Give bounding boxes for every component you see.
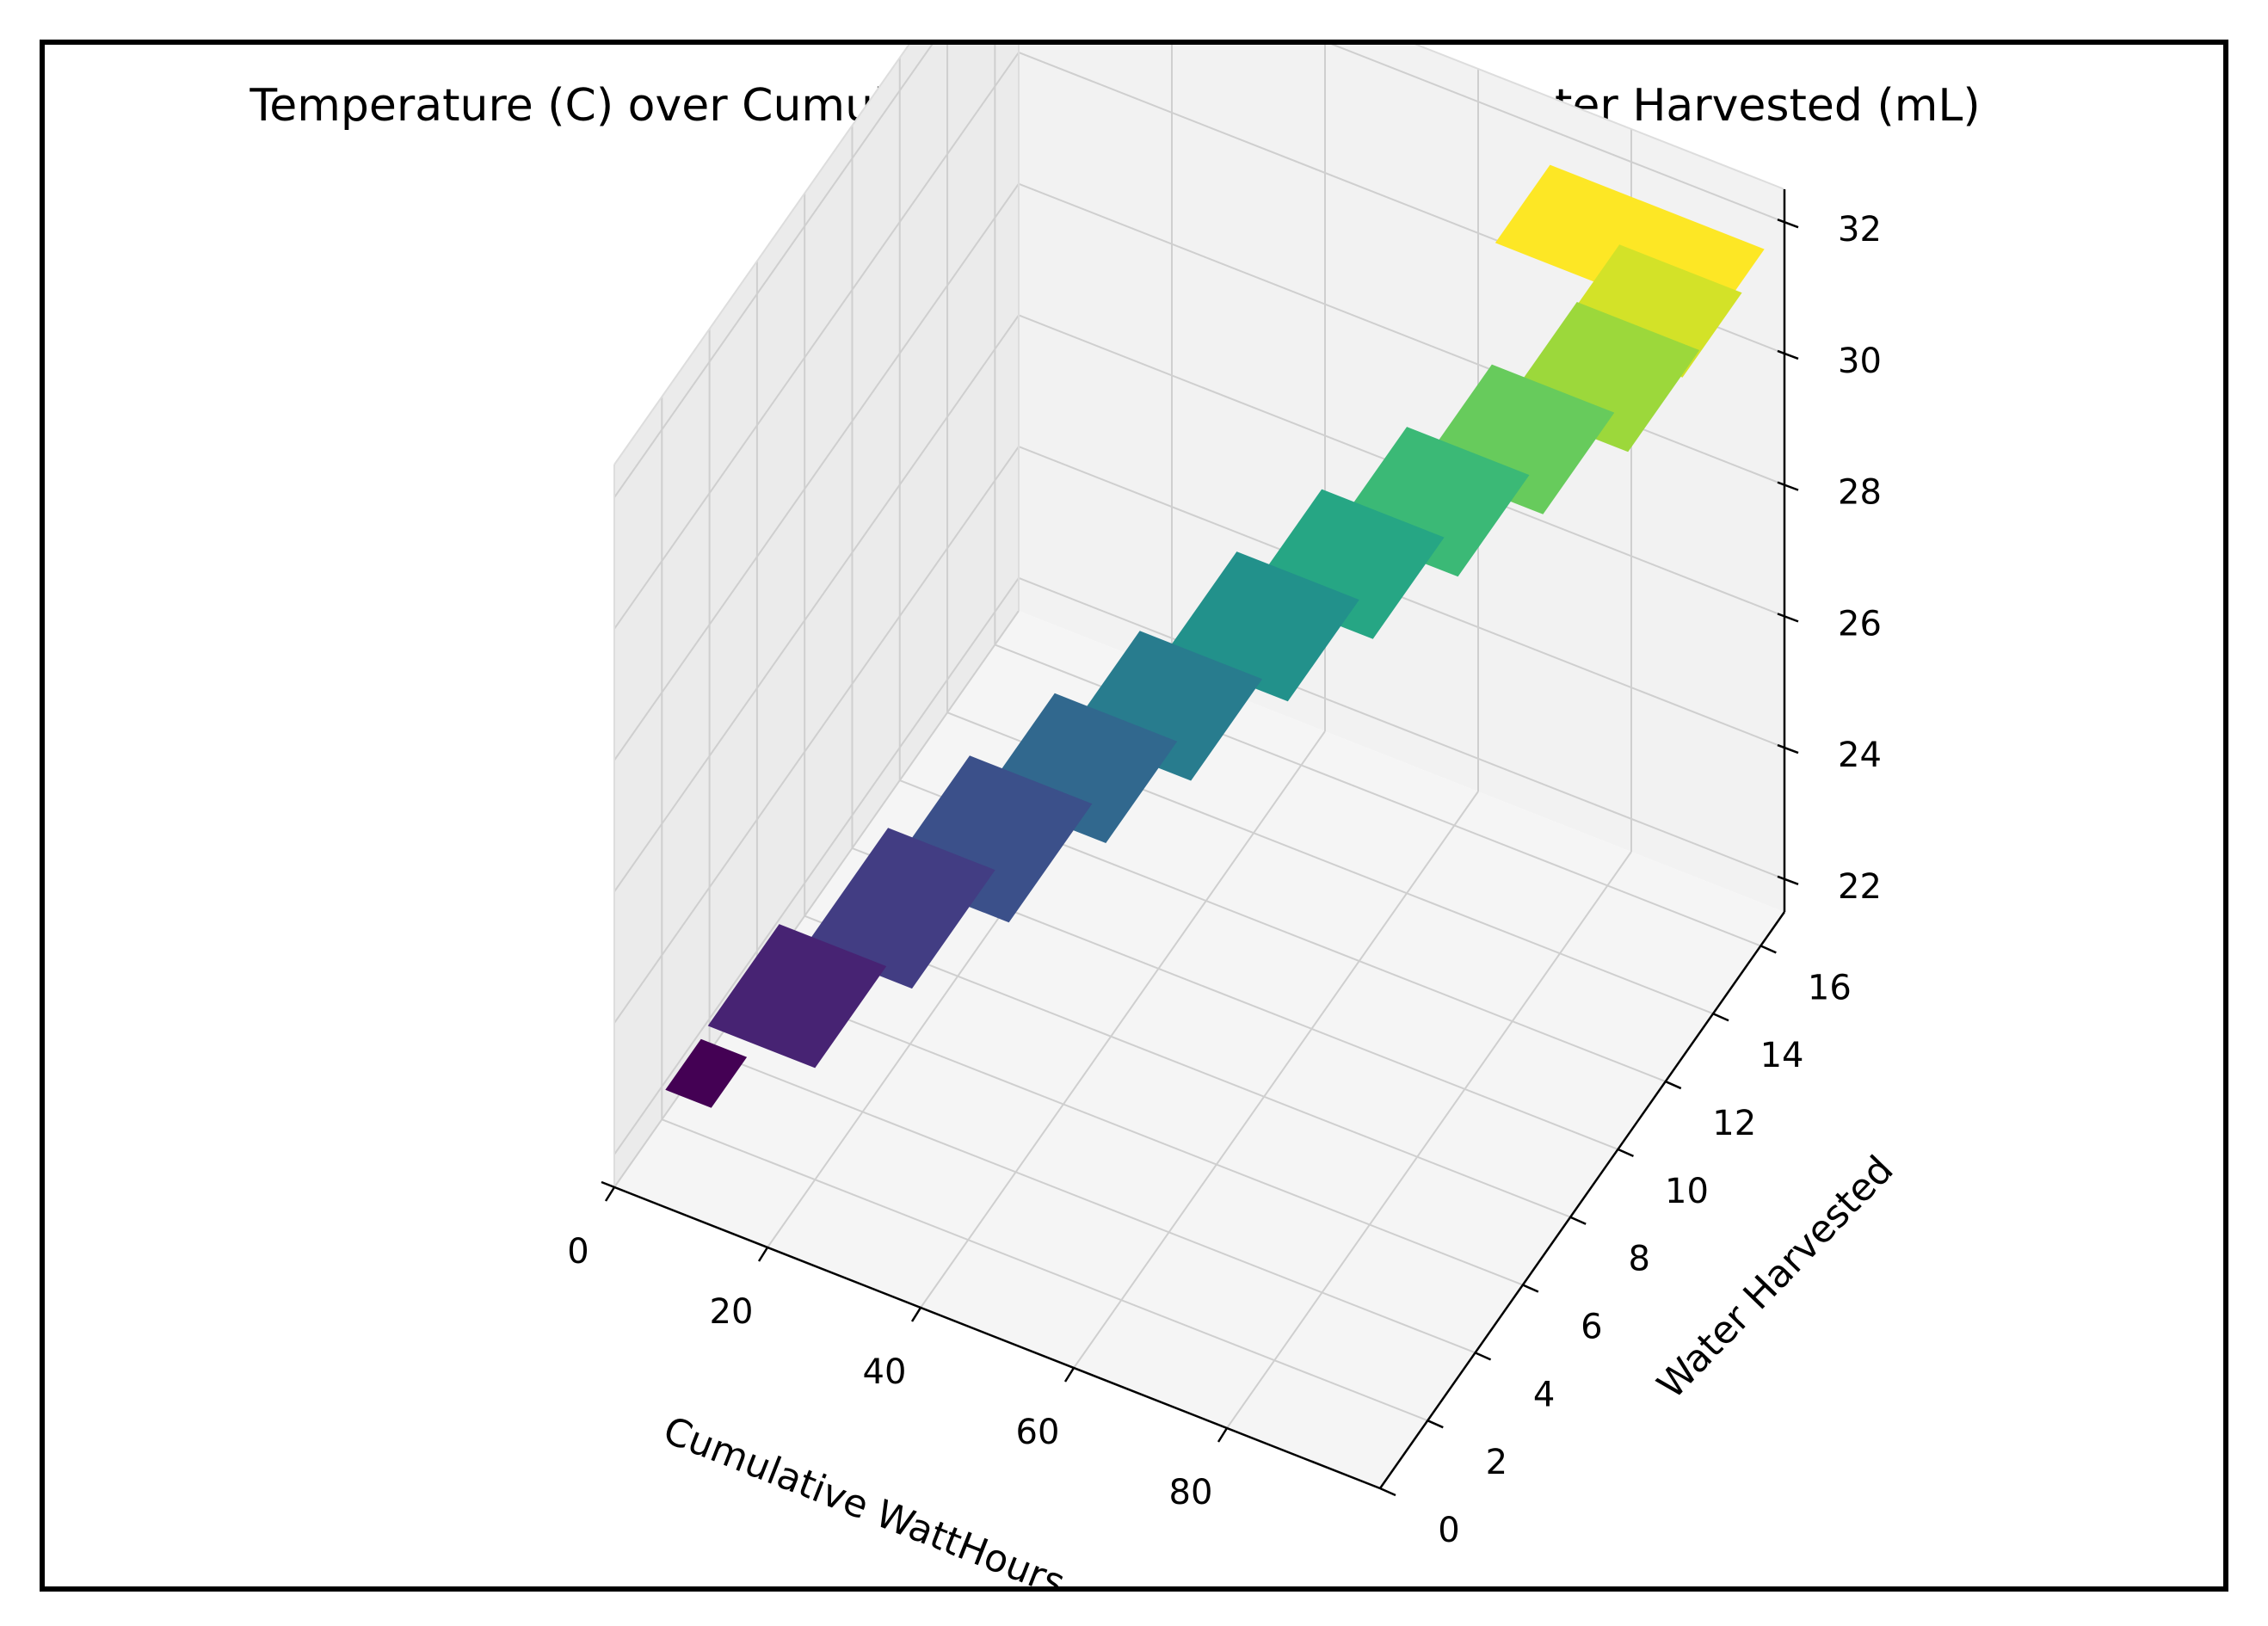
x-tick-mark [604,1186,616,1202]
gridline-z-left [613,52,1020,630]
floor-pane [614,611,1784,1488]
z-tick-mark [1777,219,1799,229]
y-tick-label: 4 [1533,1375,1555,1414]
gridline-z-left [613,45,934,498]
gridline-y-floor [756,982,1524,1286]
z-tick-label: 30 [1838,342,1882,381]
z-tick-label: 28 [1838,473,1882,513]
z-tick-mark [1777,349,1799,360]
chart-svg: Temperature (C) over Cumulative WattHour… [249,45,1981,1586]
y-tick-mark [1379,1487,1396,1497]
y-tick-label: 8 [1628,1240,1649,1279]
left-pane [614,45,1019,1187]
gridline-y-floor [661,1118,1428,1422]
x-axis-label: Cumulative WattHours [657,1408,1070,1586]
gridline-y-floor [804,915,1571,1218]
figure-frame: Temperature (C) over Cumulative WattHour… [40,40,2228,1592]
y-tick-label: 14 [1760,1036,1804,1075]
y-tick-mark [1569,1216,1587,1225]
y-tick-label: 10 [1665,1172,1709,1211]
gridline-z-left [613,183,1020,761]
x-tick-label: 0 [567,1232,589,1272]
gridline-x-floor [1073,791,1479,1369]
x-tick-mark [1217,1427,1229,1443]
z-tick-mark [1777,875,1799,885]
y-tick-label: 6 [1581,1308,1602,1347]
y-tick-mark [1712,1013,1729,1022]
surface-plot [665,164,1765,1108]
x-tick-mark [1063,1367,1075,1383]
gridline-x-floor [920,730,1326,1309]
y-tick-label: 2 [1486,1443,1507,1482]
z-tick-label: 26 [1838,604,1882,644]
gridline-y-floor [709,1050,1476,1354]
y-tick-label: 0 [1438,1511,1459,1550]
z-tick-mark [1777,743,1799,754]
surface-segment-1 [707,924,887,1069]
x-tick-label: 20 [710,1292,754,1332]
pane-edge [1414,45,1785,190]
z-tick-label: 24 [1838,736,1882,775]
y-tick-mark [1522,1284,1539,1293]
y-tick-mark [1617,1148,1634,1158]
gridline-x-floor [1226,851,1632,1429]
surface-segment-0 [665,1038,748,1108]
pane-edge [613,45,910,465]
y-axis-line [1378,911,1786,1489]
axis-lines [601,189,1786,1490]
z-tick-mark [1777,481,1799,491]
x-tick-label: 80 [1169,1473,1213,1512]
gridlines [613,45,1785,1489]
z-tick-mark [1777,613,1799,623]
x-tick-label: 60 [1016,1413,1060,1452]
y-tick-mark [1665,1080,1682,1090]
z-tick-label: 22 [1838,867,1882,907]
y-tick-label: 12 [1712,1104,1756,1143]
x-tick-label: 40 [863,1352,907,1392]
y-tick-label: 16 [1808,968,1852,1007]
y-tick-mark [1427,1420,1444,1429]
gridline-z-back [1018,182,1785,486]
gridline-z-left [613,314,1020,892]
gridline-z-back [1018,576,1785,880]
gridline-z-back [1330,45,1785,224]
x-tick-mark [910,1307,922,1322]
gridline-z-left [613,577,1020,1155]
x-axis-line [601,1180,1381,1490]
y-tick-mark [1475,1352,1492,1361]
y-tick-mark [1760,945,1777,954]
z-tick-label: 32 [1838,210,1882,249]
x-tick-mark [757,1247,769,1262]
surface-segment-2 [804,828,995,989]
gridline-z-left [613,446,1020,1024]
